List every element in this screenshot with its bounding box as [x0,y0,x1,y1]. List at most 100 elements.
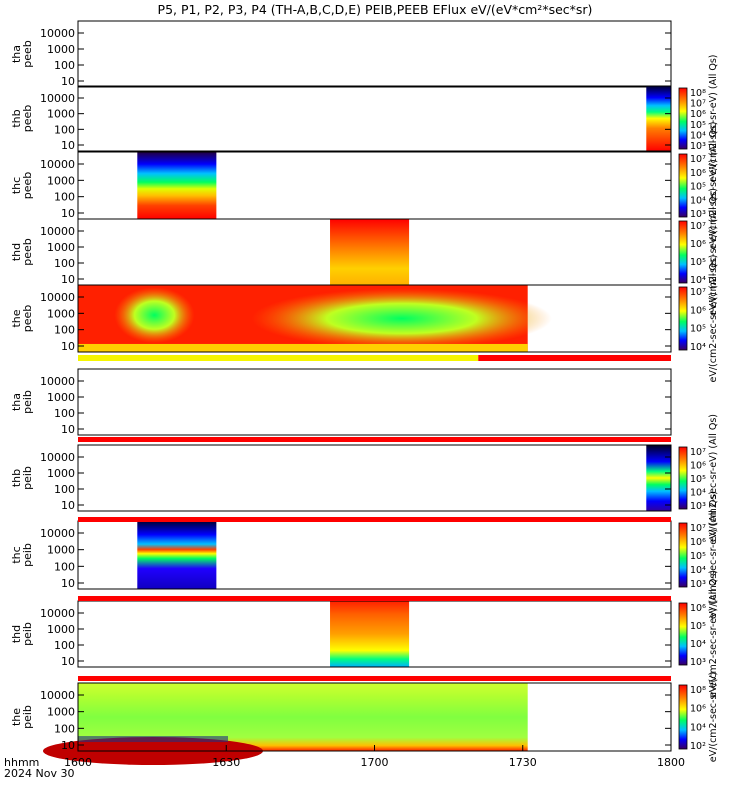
colorbar-tick-label: 10⁷ [690,287,706,298]
y-tick-label: 1000 [47,544,75,557]
colorbar-tick-label: 10⁴ [690,488,706,499]
data-block [646,86,671,151]
colorbar-tick-label: 10⁶ [690,168,706,179]
colorbar-unit: eV/(cm2-sec-sr-eV) (All Qs) [708,54,719,182]
y-tick-label: 10000 [40,607,75,620]
panel-frame [77,20,672,88]
y-tick-label: 100 [54,123,75,136]
colorbar-tick-label: 10⁶ [690,603,706,614]
colorbar-tick-label: 10⁷ [690,99,706,110]
y-tick-label: 10000 [40,158,75,171]
panel-label-product: peib [21,705,34,729]
colorbar-tick-label: 10⁸ [690,685,706,696]
low-energy-band [78,343,528,352]
colorbar-tick-label: 10⁵ [690,257,706,268]
y-tick-label: 1000 [47,108,75,121]
colorbar-unit: eV/(cm2-sec-sr-eV) [708,672,719,762]
colorbar-tick-label: 10⁴ [690,275,706,286]
data-block [646,445,671,511]
panel-label-probe: tha [10,45,23,63]
figure-title: P5, P1, P2, P3, P4 (TH-A,B,C,D,E) PEIB,P… [158,2,593,17]
panel-label-probe: thc [10,546,23,563]
y-tick-label: 100 [54,191,75,204]
colorbar-tick-label: 10⁷ [690,523,706,534]
colorbar-tick-label: 10⁶ [690,537,706,548]
data-block [330,601,410,667]
colorbar [678,522,688,588]
x-tick-label: 1800 [657,756,685,769]
y-tick-label: 100 [54,560,75,573]
colorbar-unit-label: eV/(cm2-sec-sr-eV) (All Qs) [708,121,719,249]
quality-strip [78,355,479,361]
y-tick-label: 10 [61,207,75,220]
colorbar [678,602,688,666]
panel-label-product: peib [21,390,34,414]
x-tick-label: 1730 [509,756,537,769]
y-tick-label: 1000 [47,43,75,56]
y-tick-label: 100 [54,324,75,337]
y-tick-label: 1000 [47,467,75,480]
colorbar-unit: eV/(cm2-sec-sr-eV) (All Qs) [708,188,719,316]
colorbar-tick-label: 10⁵ [690,474,706,485]
panel-label-probe: thd [10,243,23,261]
colorbar [678,286,688,351]
panel-label-product: peib [21,466,34,490]
colorbar-tick-label: 10⁴ [690,565,706,576]
panel-label-probe: tha [10,393,23,411]
colorbar-unit-label: eV/(cm2-sec-sr-eV) (All Qs) [708,54,719,182]
quality-strip [78,676,671,681]
y-tick-label: 10000 [40,527,75,540]
colorbar-unit-label: eV/(cm2-sec-sr-eV) (All Qs) [708,188,719,316]
colorbar-tick-label: 10⁶ [690,109,706,120]
colorbar-tick-label: 10⁴ [690,195,706,206]
y-tick-label: 10000 [40,92,75,105]
panel-label-probe: thd [10,625,23,643]
y-tick-label: 100 [54,407,75,420]
colorbar-unit-label: eV/(cm2-sec-sr-eV) (All Qs) [708,570,719,698]
colorbar [678,153,688,218]
y-tick-label: 10000 [40,225,75,238]
y-tick-label: 1000 [47,706,75,719]
y-tick-label: 10 [61,340,75,353]
x-tick-label: 1600 [64,756,92,769]
y-tick-label: 10 [61,75,75,88]
colorbar-tick-label: 10³ [690,209,706,220]
colorbar-tick-label: 10⁶ [690,239,706,250]
y-tick-label: 10 [61,739,75,752]
colorbar-unit: eV/(cm2-sec-sr-eV) (All Qs) [708,414,719,542]
colorbar-tick-label: 10⁶ [690,704,706,715]
colorbar-unit: eV/(cm2-sec-sr-eV) (All Qs) [708,121,719,249]
y-tick-label: 1000 [47,174,75,187]
colorbar [678,87,688,150]
colorbar-unit-label: eV/(cm2-sec-sr-eV) (All Qs) [708,254,719,382]
panel-label-product: peib [21,622,34,646]
panel-frame [77,85,672,152]
quality-strip [78,437,671,442]
colorbar-tick-label: 10⁶ [690,305,706,316]
colorbar-tick-label: 10⁵ [690,551,706,562]
panel-label-product: peeb [21,172,34,200]
panel-frame [77,284,672,353]
panel-label-product: peib [21,543,34,567]
colorbar-tick-label: 10⁷ [690,221,706,232]
y-tick-label: 1000 [47,623,75,636]
x-tick-label: 1630 [212,756,240,769]
panel-label-probe: the [10,309,23,327]
x-axis-label-date: 2024 Nov 30 [4,767,74,780]
panel-label-probe: thb [10,109,23,127]
colorbar [678,220,688,284]
y-tick-label: 100 [54,257,75,270]
data-block [330,219,410,285]
y-tick-label: 100 [54,59,75,72]
